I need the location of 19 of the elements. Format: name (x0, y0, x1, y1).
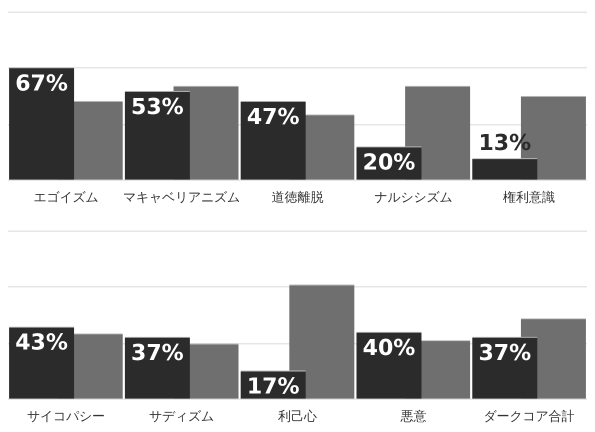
x-tick-label: マキャベリアニズム (123, 190, 240, 206)
data-label: 37% (131, 340, 184, 366)
data-label: 17% (246, 374, 300, 400)
x-tick-label: エゴイズム (33, 190, 98, 206)
data-label: 67% (15, 71, 68, 96)
x-tick-label: 権利意識 (503, 190, 556, 206)
x-tick-label: サイコパシー (26, 410, 105, 425)
x-tick-label: 利己心 (278, 408, 317, 425)
x-tick-label: ダークコア合計 (484, 410, 575, 425)
x-tick-label: ナルシシズム (374, 190, 452, 206)
data-label: 47% (246, 104, 300, 130)
data-label: 40% (362, 336, 416, 361)
data-label: 20% (362, 150, 416, 176)
x-tick-label: 悪意 (399, 410, 426, 425)
data-label: 53% (131, 94, 184, 120)
x-tick-label: 道徳離脱 (272, 190, 324, 206)
data-label: 43% (15, 330, 68, 356)
x-tick-label: サディズム (149, 410, 214, 425)
data-label: 37% (478, 340, 532, 366)
